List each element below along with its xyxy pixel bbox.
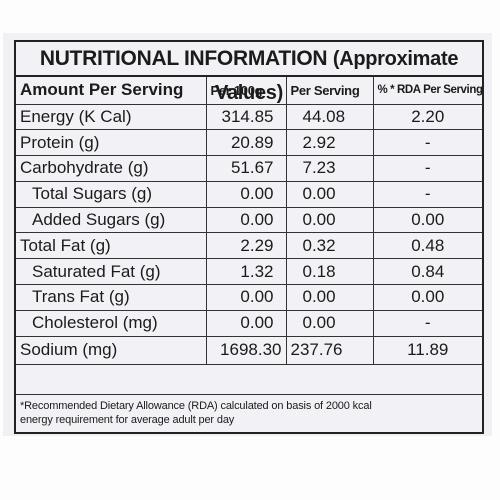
table-row: Total Sugars (g) 0.00 0.00 -: [16, 180, 482, 208]
table-row: Protein (g) 20.89 2.92 -: [16, 129, 482, 157]
nutrient-name: Sodium (mg): [16, 335, 207, 365]
value-rda: 0.00: [372, 284, 482, 311]
value-per-serving: 0.00: [285, 180, 374, 208]
value-rda: -: [372, 155, 482, 182]
table-row: Trans Fat (g) 0.00 0.00 0.00: [16, 284, 482, 311]
value-per-serving: 0.00: [285, 206, 374, 234]
table-row: Added Sugars (g) 0.00 0.00 0.00: [16, 206, 482, 234]
nutrient-name: Added Sugars (g): [16, 206, 207, 234]
value-per-100g: 2.29: [205, 232, 287, 260]
header-per-100g: Per 100g: [205, 77, 287, 105]
nutrient-name: Cholesterol (mg): [16, 309, 207, 337]
header-per-serving: Per Serving: [285, 77, 374, 105]
table-row: Saturated Fat (g) 1.32 0.18 0.84: [16, 258, 482, 286]
nutrition-facts-panel: NUTRITIONAL INFORMATION (Approximate Val…: [14, 40, 484, 434]
value-per-serving: 0.00: [285, 309, 374, 337]
value-rda: 0.84: [372, 258, 482, 286]
value-per-serving: 44.08: [285, 103, 374, 131]
rda-footnote: *Recommended Dietary Allowance (RDA) cal…: [16, 394, 482, 432]
value-per-100g: 0.00: [205, 284, 287, 311]
header-rda-per-serving: % * RDA Per Serving: [372, 77, 482, 105]
value-rda: 2.20: [372, 103, 482, 131]
value-per-serving: 237.76: [285, 335, 374, 365]
value-per-serving: 0.00: [285, 284, 374, 311]
value-per-100g: 0.00: [205, 206, 287, 234]
value-rda: -: [372, 129, 482, 157]
value-rda: -: [372, 309, 482, 337]
nutrient-name: Energy (K Cal): [16, 103, 207, 131]
header-amount-per-serving: Amount Per Serving: [16, 77, 207, 105]
table-row: Total Fat (g) 2.29 0.32 0.48: [16, 232, 482, 260]
nutrition-table: Amount Per Serving Per 100g Per Serving …: [16, 77, 482, 365]
nutrient-name: Protein (g): [16, 129, 207, 157]
nutrient-name: Carbohydrate (g): [16, 155, 207, 182]
value-rda: 0.48: [372, 232, 482, 260]
nutrient-name: Saturated Fat (g): [16, 258, 207, 286]
table-row: Energy (K Cal) 314.85 44.08 2.20: [16, 103, 482, 131]
table-header-row: Amount Per Serving Per 100g Per Serving …: [16, 77, 482, 105]
table-row: Cholesterol (mg) 0.00 0.00 -: [16, 309, 482, 337]
nutrient-name: Total Fat (g): [16, 232, 207, 260]
value-per-serving: 0.18: [285, 258, 374, 286]
value-per-100g: 0.00: [205, 309, 287, 337]
table-row: Sodium (mg) 1698.30 237.76 11.89: [16, 335, 482, 365]
value-rda: 0.00: [372, 206, 482, 234]
value-per-100g: 1698.30: [205, 335, 287, 365]
value-rda: -: [372, 180, 482, 208]
value-per-100g: 51.67: [205, 155, 287, 182]
value-per-100g: 0.00: [205, 180, 287, 208]
value-per-100g: 1.32: [205, 258, 287, 286]
table-row: Carbohydrate (g) 51.67 7.23 -: [16, 155, 482, 182]
nutrient-name: Trans Fat (g): [16, 284, 207, 311]
panel-title: NUTRITIONAL INFORMATION (Approximate Val…: [16, 42, 482, 104]
value-per-serving: 0.32: [285, 232, 374, 260]
value-rda: 11.89: [372, 335, 482, 365]
value-per-100g: 20.89: [205, 129, 287, 157]
footnote-line-1: *Recommended Dietary Allowance (RDA) cal…: [20, 400, 372, 412]
nutrient-name: Total Sugars (g): [16, 180, 207, 208]
value-per-serving: 2.92: [285, 129, 374, 157]
value-per-serving: 7.23: [285, 155, 374, 182]
title-main: NUTRITIONAL INFORMATION: [39, 47, 328, 70]
footnote-line-2: energy requirement for average adult per…: [20, 414, 235, 426]
value-per-100g: 314.85: [205, 103, 287, 131]
